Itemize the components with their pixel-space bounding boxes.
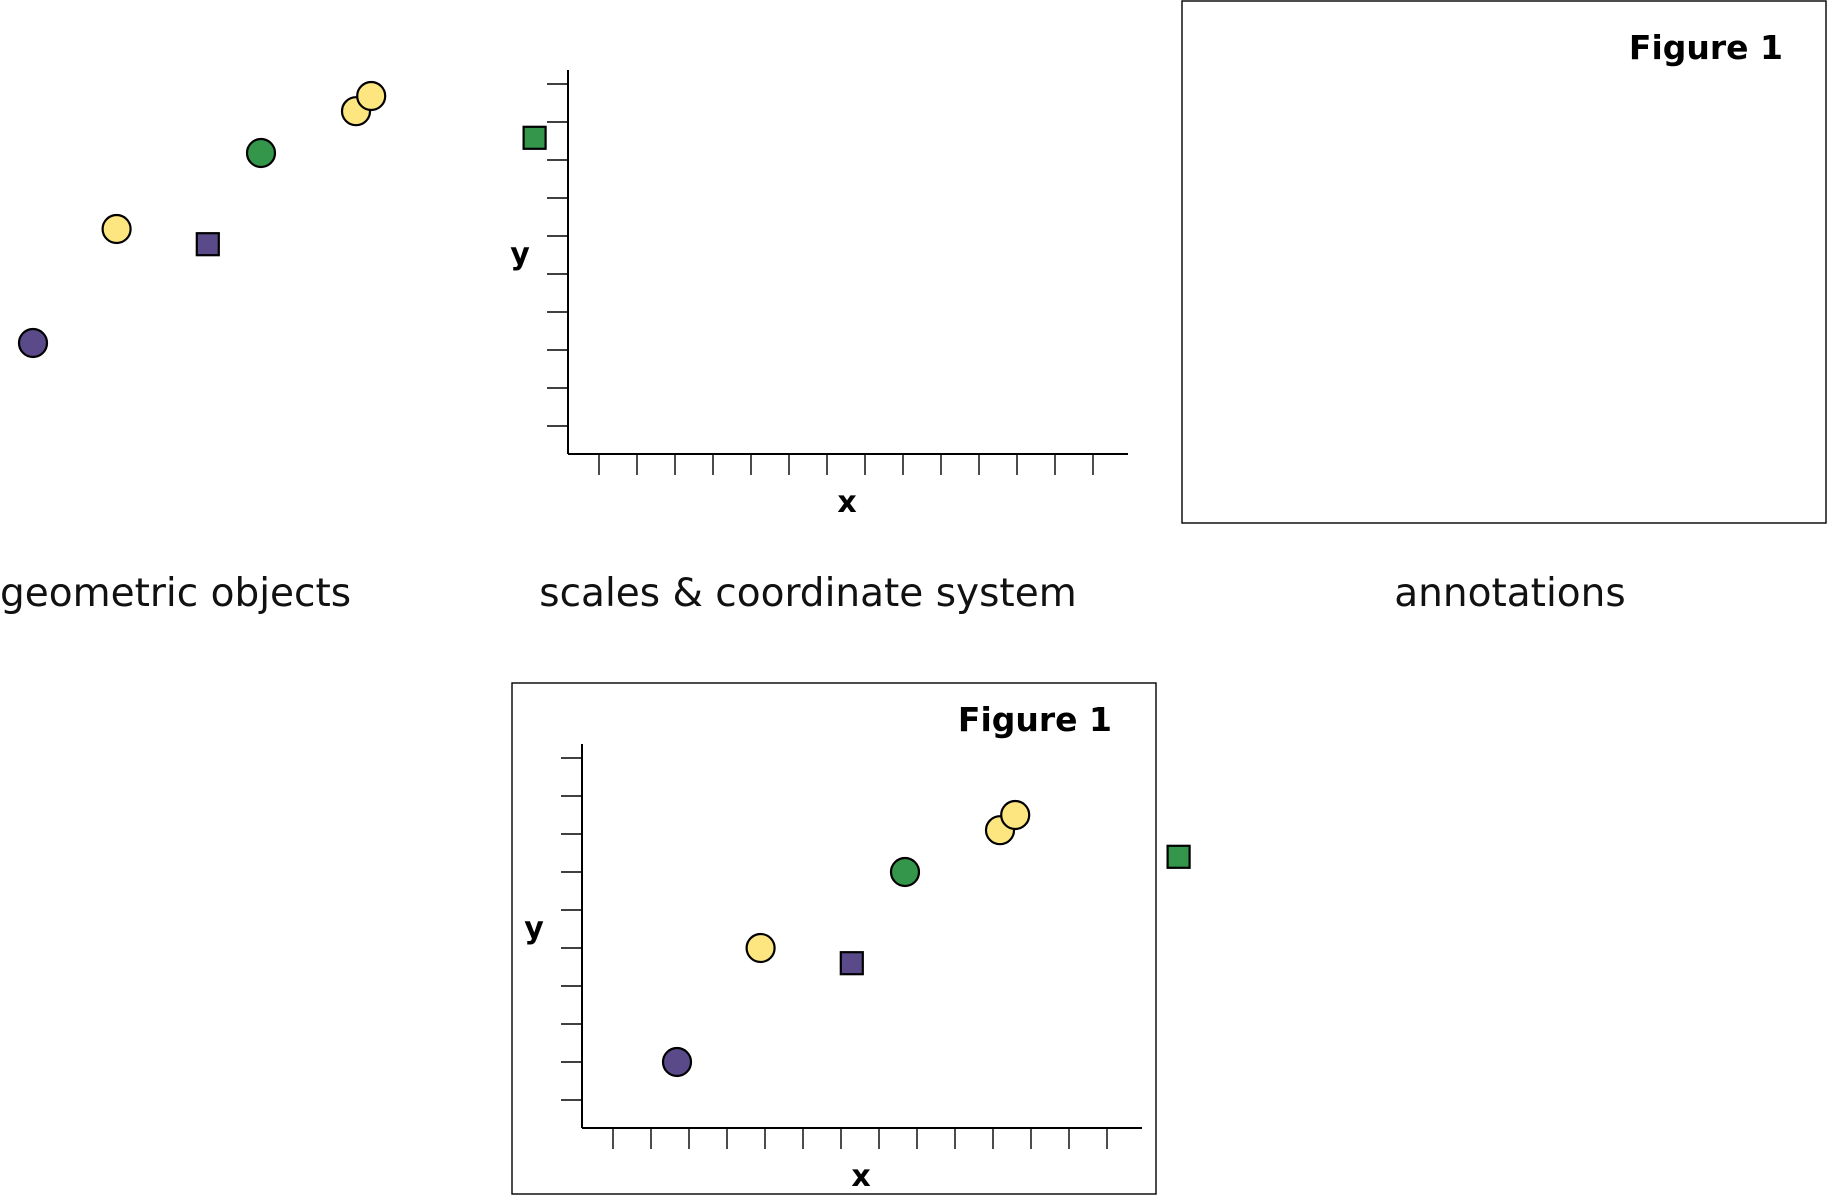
combined-x-axis-ticks [612, 1128, 1108, 1149]
combined-point-square-green [1166, 844, 1191, 869]
combined-point-circle-yellow [745, 932, 776, 964]
scales-panel: x y [510, 70, 1128, 520]
combined-point-circle-yellow [1000, 799, 1031, 831]
geom-point-circle-yellow [101, 213, 132, 245]
geometric-objects-panel [17, 80, 547, 359]
combined-x-axis-label: x [851, 1159, 870, 1194]
combined-y-axis-ticks [561, 757, 582, 1101]
combined-figure-panel: Figure 1 x y [511, 682, 1191, 1195]
x-axis-label: x [837, 485, 856, 520]
annotations-caption: annotations [1394, 571, 1625, 616]
geom-point-circle-green [245, 137, 277, 169]
geom-point-square-green [522, 125, 547, 150]
combined-point-square-purple [839, 951, 864, 976]
combined-point-circle-green [889, 856, 921, 888]
x-axis-ticks [598, 454, 1094, 475]
combined-data-points [661, 799, 1191, 1078]
combined-figure-title: Figure 1 [958, 700, 1112, 739]
scales-caption: scales & coordinate system [539, 571, 1076, 616]
combined-point-circle-purple [661, 1046, 693, 1078]
geom-point-circle-purple [17, 327, 49, 359]
annotation-figure-title: Figure 1 [1629, 28, 1783, 67]
geom-point-circle-yellow [356, 80, 387, 112]
combined-y-axis-label: y [524, 911, 544, 946]
geometric-objects-caption: geometric objects [0, 571, 351, 616]
annotation-frame [1181, 0, 1827, 524]
y-axis-label: y [510, 237, 530, 272]
combined-frame [511, 682, 1157, 1195]
y-axis-ticks [547, 83, 568, 427]
annotations-panel: Figure 1 [1181, 0, 1827, 524]
geom-point-square-purple [195, 232, 220, 257]
